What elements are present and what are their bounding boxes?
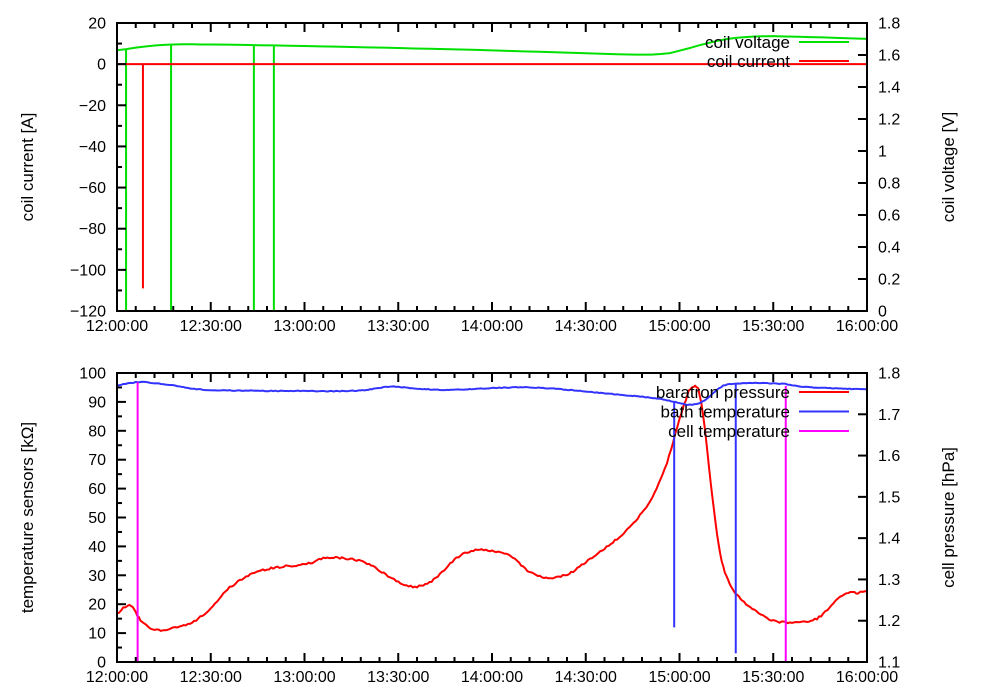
x-tick-label: 15:30:00 (742, 669, 804, 686)
series-line-bath-temperature (116, 380, 868, 406)
x-tick-label: 14:30:00 (555, 669, 617, 686)
y-left-axis-title: temperature sensors [kΩ] (18, 422, 37, 613)
y-right-tick-label: 1.4 (878, 531, 900, 548)
x-tick-label: 12:30:00 (180, 318, 242, 335)
y-left-tick-label: −20 (79, 98, 106, 115)
x-tick-label: 12:30:00 (180, 669, 242, 686)
y-right-tick-label: 1.1 (878, 655, 900, 672)
y-right-tick-label: 1.8 (878, 16, 900, 33)
x-tick-label: 15:00:00 (648, 318, 710, 335)
series-group-0 (116, 35, 868, 311)
y-right-tick-label: 0.8 (878, 176, 900, 193)
series-line-baratron-pressure (116, 384, 868, 632)
y-left-tick-label: −40 (79, 139, 106, 156)
y-right-tick-label: 0.6 (878, 208, 900, 225)
x-tick-label: 13:00:00 (273, 318, 335, 335)
x-tick-label: 13:30:00 (367, 669, 429, 686)
ticks-1 (116, 372, 868, 663)
y-left-tick-label: 0 (97, 57, 106, 74)
x-tick-label: 12:00:00 (86, 669, 148, 686)
x-tick-label: 14:00:00 (461, 669, 523, 686)
y-left-tick-label: −120 (70, 304, 106, 321)
y-right-tick-label: 1.5 (878, 489, 900, 506)
legend-label-cell-temperature: cell temperature (668, 422, 790, 441)
y-left-tick-label: −100 (70, 262, 106, 279)
y-left-tick-label: 80 (88, 423, 106, 440)
y-right-axis-title: coil voltage [V] (939, 112, 958, 223)
y-left-axis-title: coil current [A] (18, 113, 37, 222)
y-left-tick-label: 0 (97, 655, 106, 672)
y-right-tick-label: 0 (878, 304, 887, 321)
y-right-tick-label: 0.4 (878, 240, 900, 257)
x-tick-label: 16:00:00 (836, 318, 898, 335)
y-left-tick-label: 40 (88, 539, 106, 556)
series-group-1 (116, 380, 868, 662)
x-tick-label: 13:30:00 (367, 318, 429, 335)
y-left-tick-label: 100 (79, 366, 106, 383)
series-line-coil-voltage (116, 35, 868, 56)
x-tick-label: 16:00:00 (836, 669, 898, 686)
y-left-tick-label: 70 (88, 452, 106, 469)
chart-0: 12:00:00 12:30:00 13:00:00 13:30:00 14:00:00… (18, 16, 958, 336)
y-right-tick-label: 1.8 (878, 366, 900, 383)
y-right-tick-label: 1.2 (878, 613, 900, 630)
x-tick-label: 15:00:00 (648, 669, 710, 686)
ticks-0 (116, 22, 868, 312)
x-tick-label: 13:00:00 (273, 669, 335, 686)
y-left-tick-label: −80 (79, 221, 106, 238)
y-right-tick-label: 1 (878, 144, 887, 161)
x-tick-label: 14:00:00 (461, 318, 523, 335)
y-right-tick-label: 0.2 (878, 272, 900, 289)
legend-label-bath-temperature: bath temperature (661, 403, 790, 422)
chart-1: 12:00:00 12:30:00 13:00:00 13:30:00 14:00:00… (18, 366, 958, 687)
y-left-tick-label: 50 (88, 510, 106, 527)
y-left-tick-label: 10 (88, 626, 106, 643)
y-right-tick-label: 1.4 (878, 80, 900, 97)
legend-label-coil-current: coil current (707, 52, 790, 71)
y-left-tick-label: 90 (88, 394, 106, 411)
x-tick-label: 12:00:00 (86, 318, 148, 335)
y-right-tick-label: 1.2 (878, 112, 900, 129)
y-left-tick-label: 30 (88, 568, 106, 585)
y-right-tick-label: 1.3 (878, 572, 900, 589)
y-left-tick-label: 20 (88, 597, 106, 614)
x-tick-label: 14:30:00 (555, 318, 617, 335)
y-right-axis-title: cell pressure [hPa] (939, 447, 958, 588)
y-left-tick-label: 20 (88, 16, 106, 33)
x-tick-label: 15:30:00 (742, 318, 804, 335)
y-left-tick-label: −60 (79, 180, 106, 197)
y-right-tick-label: 1.7 (878, 407, 900, 424)
legend-label-coil-voltage: coil voltage (705, 33, 790, 52)
y-left-tick-label: 60 (88, 481, 106, 498)
legend-label-baratron-pressure: baratron pressure (656, 383, 790, 402)
y-right-tick-label: 1.6 (878, 48, 900, 65)
y-right-tick-label: 1.6 (878, 448, 900, 465)
